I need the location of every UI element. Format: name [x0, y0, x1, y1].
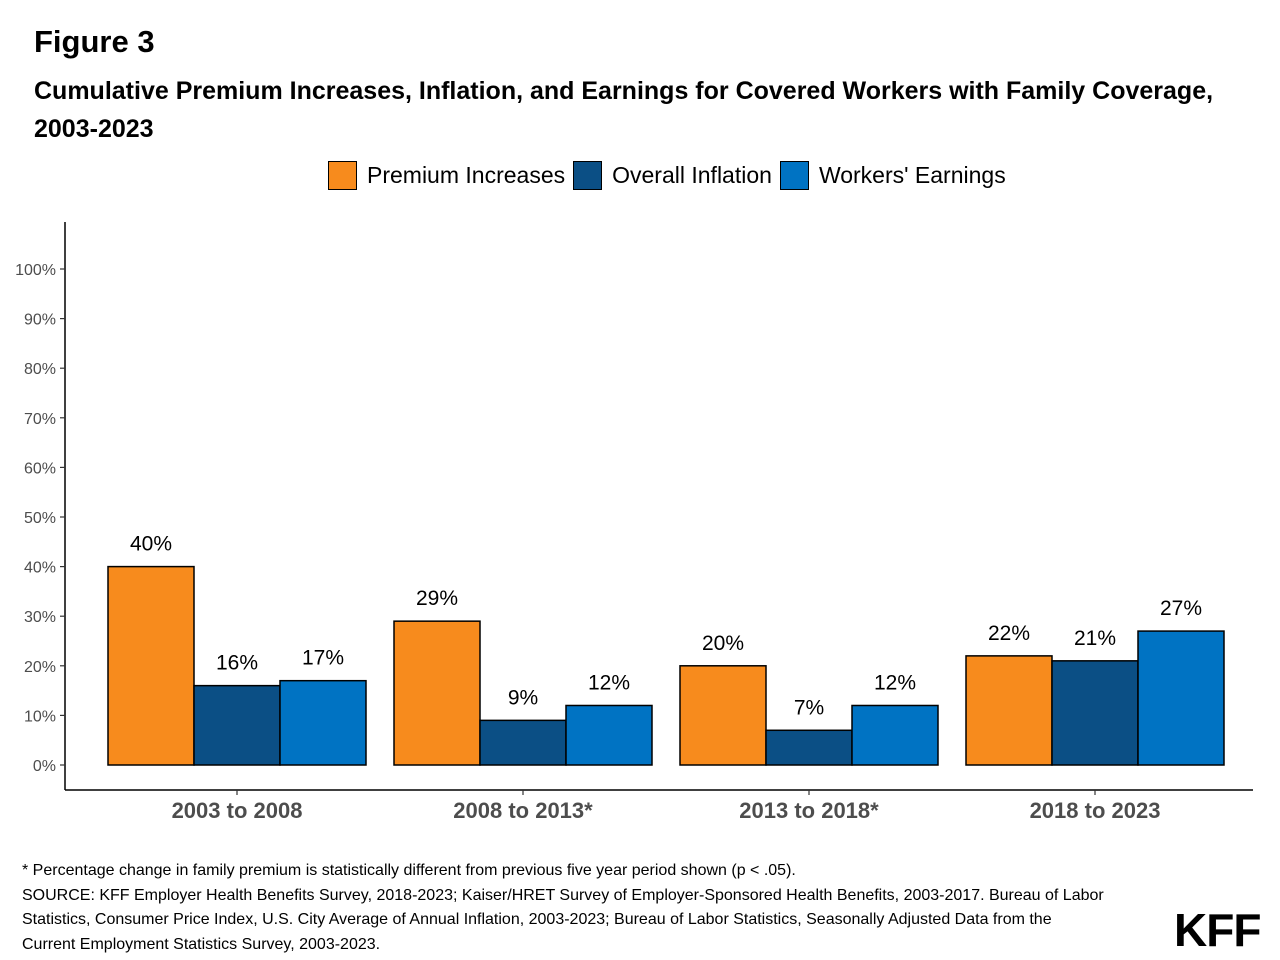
data-label: 20% [702, 632, 744, 655]
data-label: 27% [1160, 597, 1202, 620]
footnote-source-line-2: Statistics, Consumer Price Index, U.S. C… [22, 911, 1052, 928]
bar [193, 684, 281, 766]
data-label: 21% [1074, 627, 1116, 650]
data-label: 12% [874, 671, 916, 694]
y-tick-label: 10% [24, 708, 56, 725]
legend-item-inflation: Overall Inflation [573, 160, 778, 190]
y-tick-label: 0% [33, 758, 56, 775]
bar [1051, 660, 1139, 766]
kff-logo: KFF [1174, 904, 1261, 956]
legend-label-premium: Premium Increases [367, 161, 566, 188]
legend-swatch-earnings [779, 160, 809, 190]
x-tick-label: 2018 to 2023 [1030, 798, 1161, 823]
legend-swatch-inflation [573, 160, 603, 190]
y-tick-label: 60% [24, 460, 56, 477]
x-tick-label: 2008 to 2013* [453, 798, 593, 823]
bar [279, 679, 367, 766]
legend: Premium Increases Overall Inflation Work… [328, 159, 1014, 191]
legend-label-earnings: Workers' Earnings [818, 161, 1006, 188]
data-label: 17% [302, 647, 344, 670]
y-tick-label: 40% [24, 560, 56, 577]
bar [1137, 630, 1225, 766]
legend-item-premium: Premium Increases [328, 160, 571, 190]
footnote: * Percentage change in family premium is… [22, 859, 1202, 957]
x-tick-label: 2003 to 2008 [172, 798, 303, 823]
footnote-source-line-1: SOURCE: KFF Employer Health Benefits Sur… [22, 886, 1104, 904]
y-tick-label: 20% [24, 659, 56, 676]
bar [565, 704, 653, 766]
footnote-significance: * Percentage change in family premium is… [22, 862, 796, 879]
legend-item-earnings: Workers' Earnings [779, 160, 1012, 190]
bar [765, 729, 853, 766]
data-label: 16% [216, 652, 258, 675]
y-tick-label: 70% [24, 411, 56, 428]
bar [965, 655, 1053, 766]
bar [479, 719, 567, 766]
y-tick-label: 90% [24, 312, 56, 329]
data-label: 12% [588, 671, 630, 694]
y-tick-label: 100% [15, 262, 56, 279]
data-label: 7% [794, 696, 824, 719]
data-label: 9% [508, 686, 538, 709]
y-tick-label: 30% [24, 609, 56, 626]
chart-title: Cumulative Premium Increases, Inflation,… [34, 77, 1214, 143]
figure-label: Figure 3 [34, 24, 155, 59]
y-tick-label: 80% [24, 361, 56, 378]
data-label: 40% [130, 533, 172, 556]
bar [107, 565, 195, 766]
bar [679, 665, 767, 766]
data-label: 22% [988, 622, 1030, 645]
data-label: 29% [416, 587, 458, 610]
bar [393, 620, 481, 766]
bar [851, 704, 939, 766]
legend-label-inflation: Overall Inflation [612, 161, 772, 188]
x-tick-label: 2013 to 2018* [739, 798, 879, 823]
footnote-source-line-3: Current Employment Statistics Survey, 20… [22, 935, 381, 953]
y-tick-label: 50% [24, 510, 56, 527]
legend-swatch-premium [328, 160, 357, 190]
